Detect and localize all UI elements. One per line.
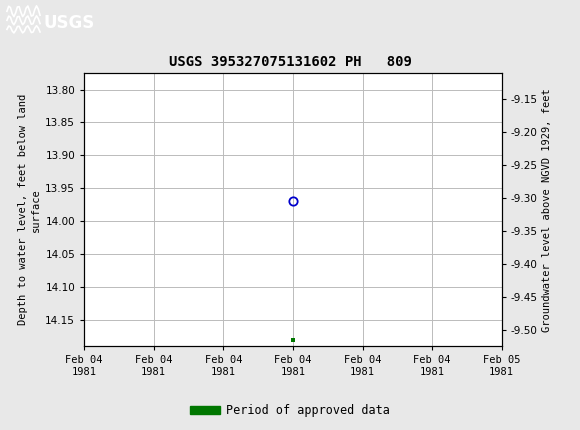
Text: USGS 395327075131602 PH   809: USGS 395327075131602 PH 809 [169, 55, 411, 69]
Y-axis label: Groundwater level above NGVD 1929, feet: Groundwater level above NGVD 1929, feet [542, 88, 552, 332]
Text: USGS: USGS [44, 14, 95, 31]
Y-axis label: Depth to water level, feet below land
surface: Depth to water level, feet below land su… [18, 94, 41, 325]
Legend: Period of approved data: Period of approved data [186, 399, 394, 422]
